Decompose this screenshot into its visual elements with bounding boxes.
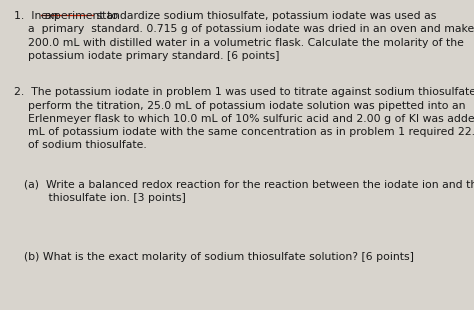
Text: standardize sodium thiosulfate, potassium iodate was used as: standardize sodium thiosulfate, potassiu… (93, 11, 437, 20)
Text: a  primary  standard. 0.715 g of potassium iodate was dried in an oven and makeu: a primary standard. 0.715 g of potassium… (14, 24, 474, 34)
Text: perform the titration, 25.0 mL of potassium iodate solution was pipetted into an: perform the titration, 25.0 mL of potass… (14, 101, 466, 111)
Text: of sodium thiosulfate.: of sodium thiosulfate. (14, 140, 147, 150)
Text: 200.0 mL with distilled water in a volumetric flask. Calculate the molarity of t: 200.0 mL with distilled water in a volum… (14, 38, 464, 48)
Text: potassium iodate primary standard. [6 points]: potassium iodate primary standard. [6 po… (14, 51, 280, 61)
Text: thiosulfate ion. [3 points]: thiosulfate ion. [3 points] (24, 193, 186, 203)
Text: Erlenmeyer flask to which 10.0 mL of 10% sulfuric acid and 2.00 g of KI was adde: Erlenmeyer flask to which 10.0 mL of 10%… (14, 114, 474, 124)
Text: mL of potassium iodate with the same concentration as in problem 1 required 22.1: mL of potassium iodate with the same con… (14, 127, 474, 137)
Text: (a)  Write a balanced redox reaction for the reaction between the iodate ion and: (a) Write a balanced redox reaction for … (24, 179, 474, 190)
Text: (b) What is the exact molarity of sodium thiosulfate solution? [6 points]: (b) What is the exact molarity of sodium… (24, 252, 414, 262)
Text: 2.  The potassium iodate in problem 1 was used to titrate against sodium thiosul: 2. The potassium iodate in problem 1 was… (14, 87, 474, 97)
Text: experiment to: experiment to (41, 11, 118, 20)
Text: 1.  In an: 1. In an (14, 11, 62, 20)
